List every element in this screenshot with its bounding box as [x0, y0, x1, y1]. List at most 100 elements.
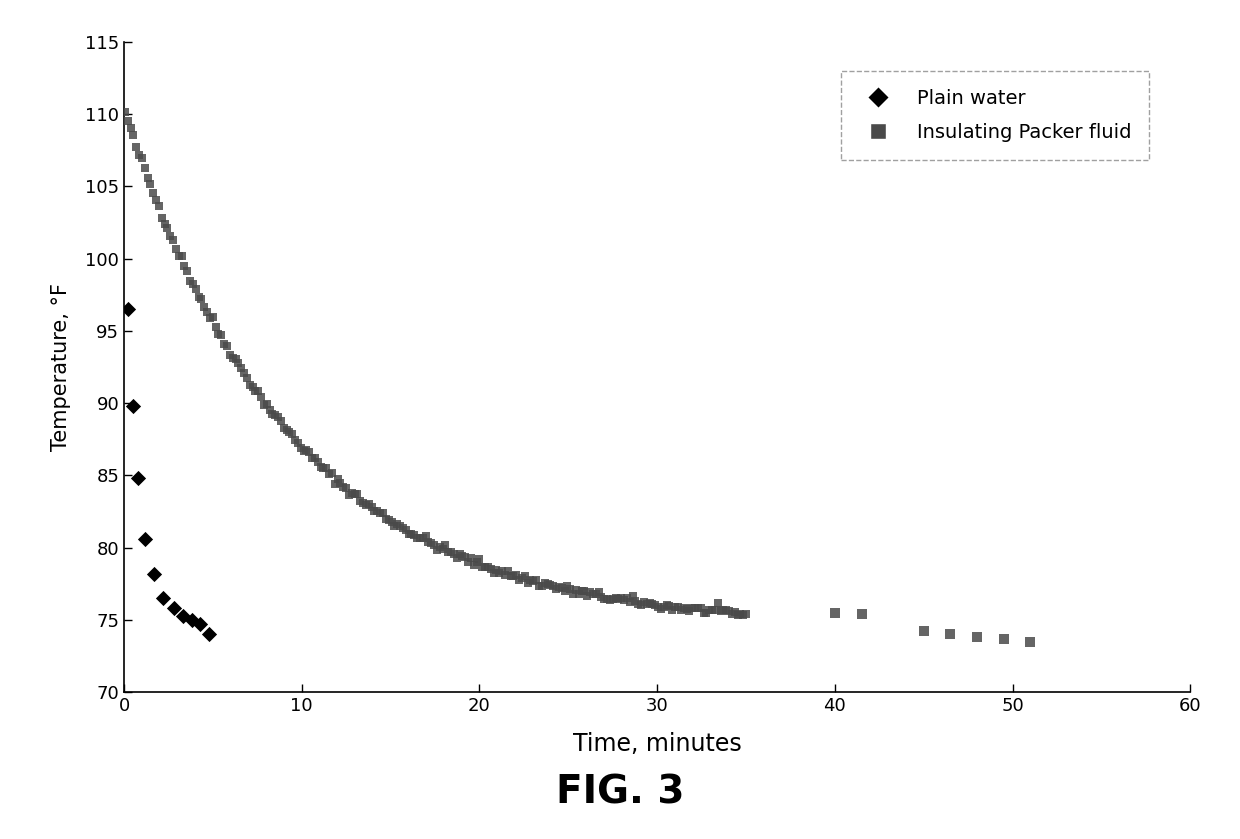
Point [1021, 635, 1040, 649]
Point [657, 598, 677, 612]
Point [128, 472, 148, 485]
Point [413, 531, 433, 545]
Point [226, 352, 246, 366]
Point [825, 606, 844, 619]
Point [730, 607, 750, 621]
Point [629, 597, 649, 611]
Point [188, 290, 208, 304]
Point [653, 600, 673, 613]
Point [472, 560, 492, 574]
Point [852, 607, 872, 621]
Point [144, 186, 164, 200]
Point [373, 507, 393, 520]
Point [215, 337, 234, 351]
Point [336, 482, 356, 495]
Point [614, 594, 634, 607]
Point [501, 570, 521, 583]
Point [177, 265, 197, 279]
Point [283, 427, 303, 440]
Point [180, 274, 200, 287]
Point [299, 445, 319, 458]
Point [120, 122, 140, 135]
Point [239, 378, 259, 391]
Point [415, 529, 435, 543]
Point [219, 348, 239, 362]
Point [433, 542, 453, 555]
Point [166, 242, 186, 256]
Point [529, 579, 549, 592]
Point [410, 531, 430, 545]
Point [123, 399, 143, 413]
Point [151, 211, 171, 224]
Point [702, 603, 722, 617]
Point [693, 607, 713, 620]
Point [314, 461, 334, 474]
Point [594, 592, 614, 606]
Point [435, 538, 455, 551]
Point [688, 601, 708, 614]
Point [164, 602, 184, 615]
Point [391, 519, 410, 533]
Point [565, 583, 585, 597]
Point [600, 593, 620, 607]
Point [169, 249, 188, 263]
Point [569, 587, 589, 601]
Point [285, 434, 305, 447]
Point [135, 161, 155, 175]
Point [327, 472, 347, 486]
Point [609, 592, 629, 606]
Point [223, 352, 243, 365]
Point [563, 586, 583, 600]
Point [589, 586, 609, 599]
Point [506, 568, 526, 581]
Point [546, 582, 565, 596]
Point [532, 580, 552, 593]
Point [481, 563, 501, 576]
Point [737, 607, 756, 621]
Point [393, 521, 413, 534]
Point [583, 587, 603, 601]
Point [618, 591, 637, 604]
Point [424, 538, 444, 551]
Point [484, 565, 503, 579]
Point [272, 414, 291, 428]
Point [591, 591, 611, 604]
Point [450, 547, 470, 560]
Point [461, 551, 481, 565]
Point [311, 461, 331, 474]
Point [453, 549, 472, 562]
Point [296, 443, 316, 456]
Point [288, 436, 308, 450]
Point [277, 424, 296, 437]
Point [124, 128, 144, 141]
Point [422, 536, 441, 550]
Point [294, 445, 314, 458]
Point [470, 553, 490, 566]
Point [265, 408, 285, 421]
Point [543, 579, 563, 592]
Point [191, 618, 211, 631]
Point [427, 544, 446, 557]
Point [682, 602, 702, 615]
Point [580, 586, 600, 599]
Point [140, 177, 160, 190]
Point [160, 229, 180, 242]
Point [186, 282, 206, 295]
Point [172, 609, 192, 623]
Point [660, 600, 680, 613]
Point [637, 597, 657, 611]
Point [552, 581, 572, 595]
Point [510, 573, 529, 586]
Point [572, 584, 591, 597]
Point [195, 300, 215, 314]
Point [673, 602, 693, 615]
Point [486, 563, 506, 576]
Point [232, 362, 252, 375]
Point [322, 466, 342, 480]
Point [728, 608, 748, 622]
Point [940, 628, 960, 641]
Point [206, 320, 226, 333]
Point [146, 194, 166, 207]
Point [677, 602, 697, 615]
Point [396, 524, 415, 537]
